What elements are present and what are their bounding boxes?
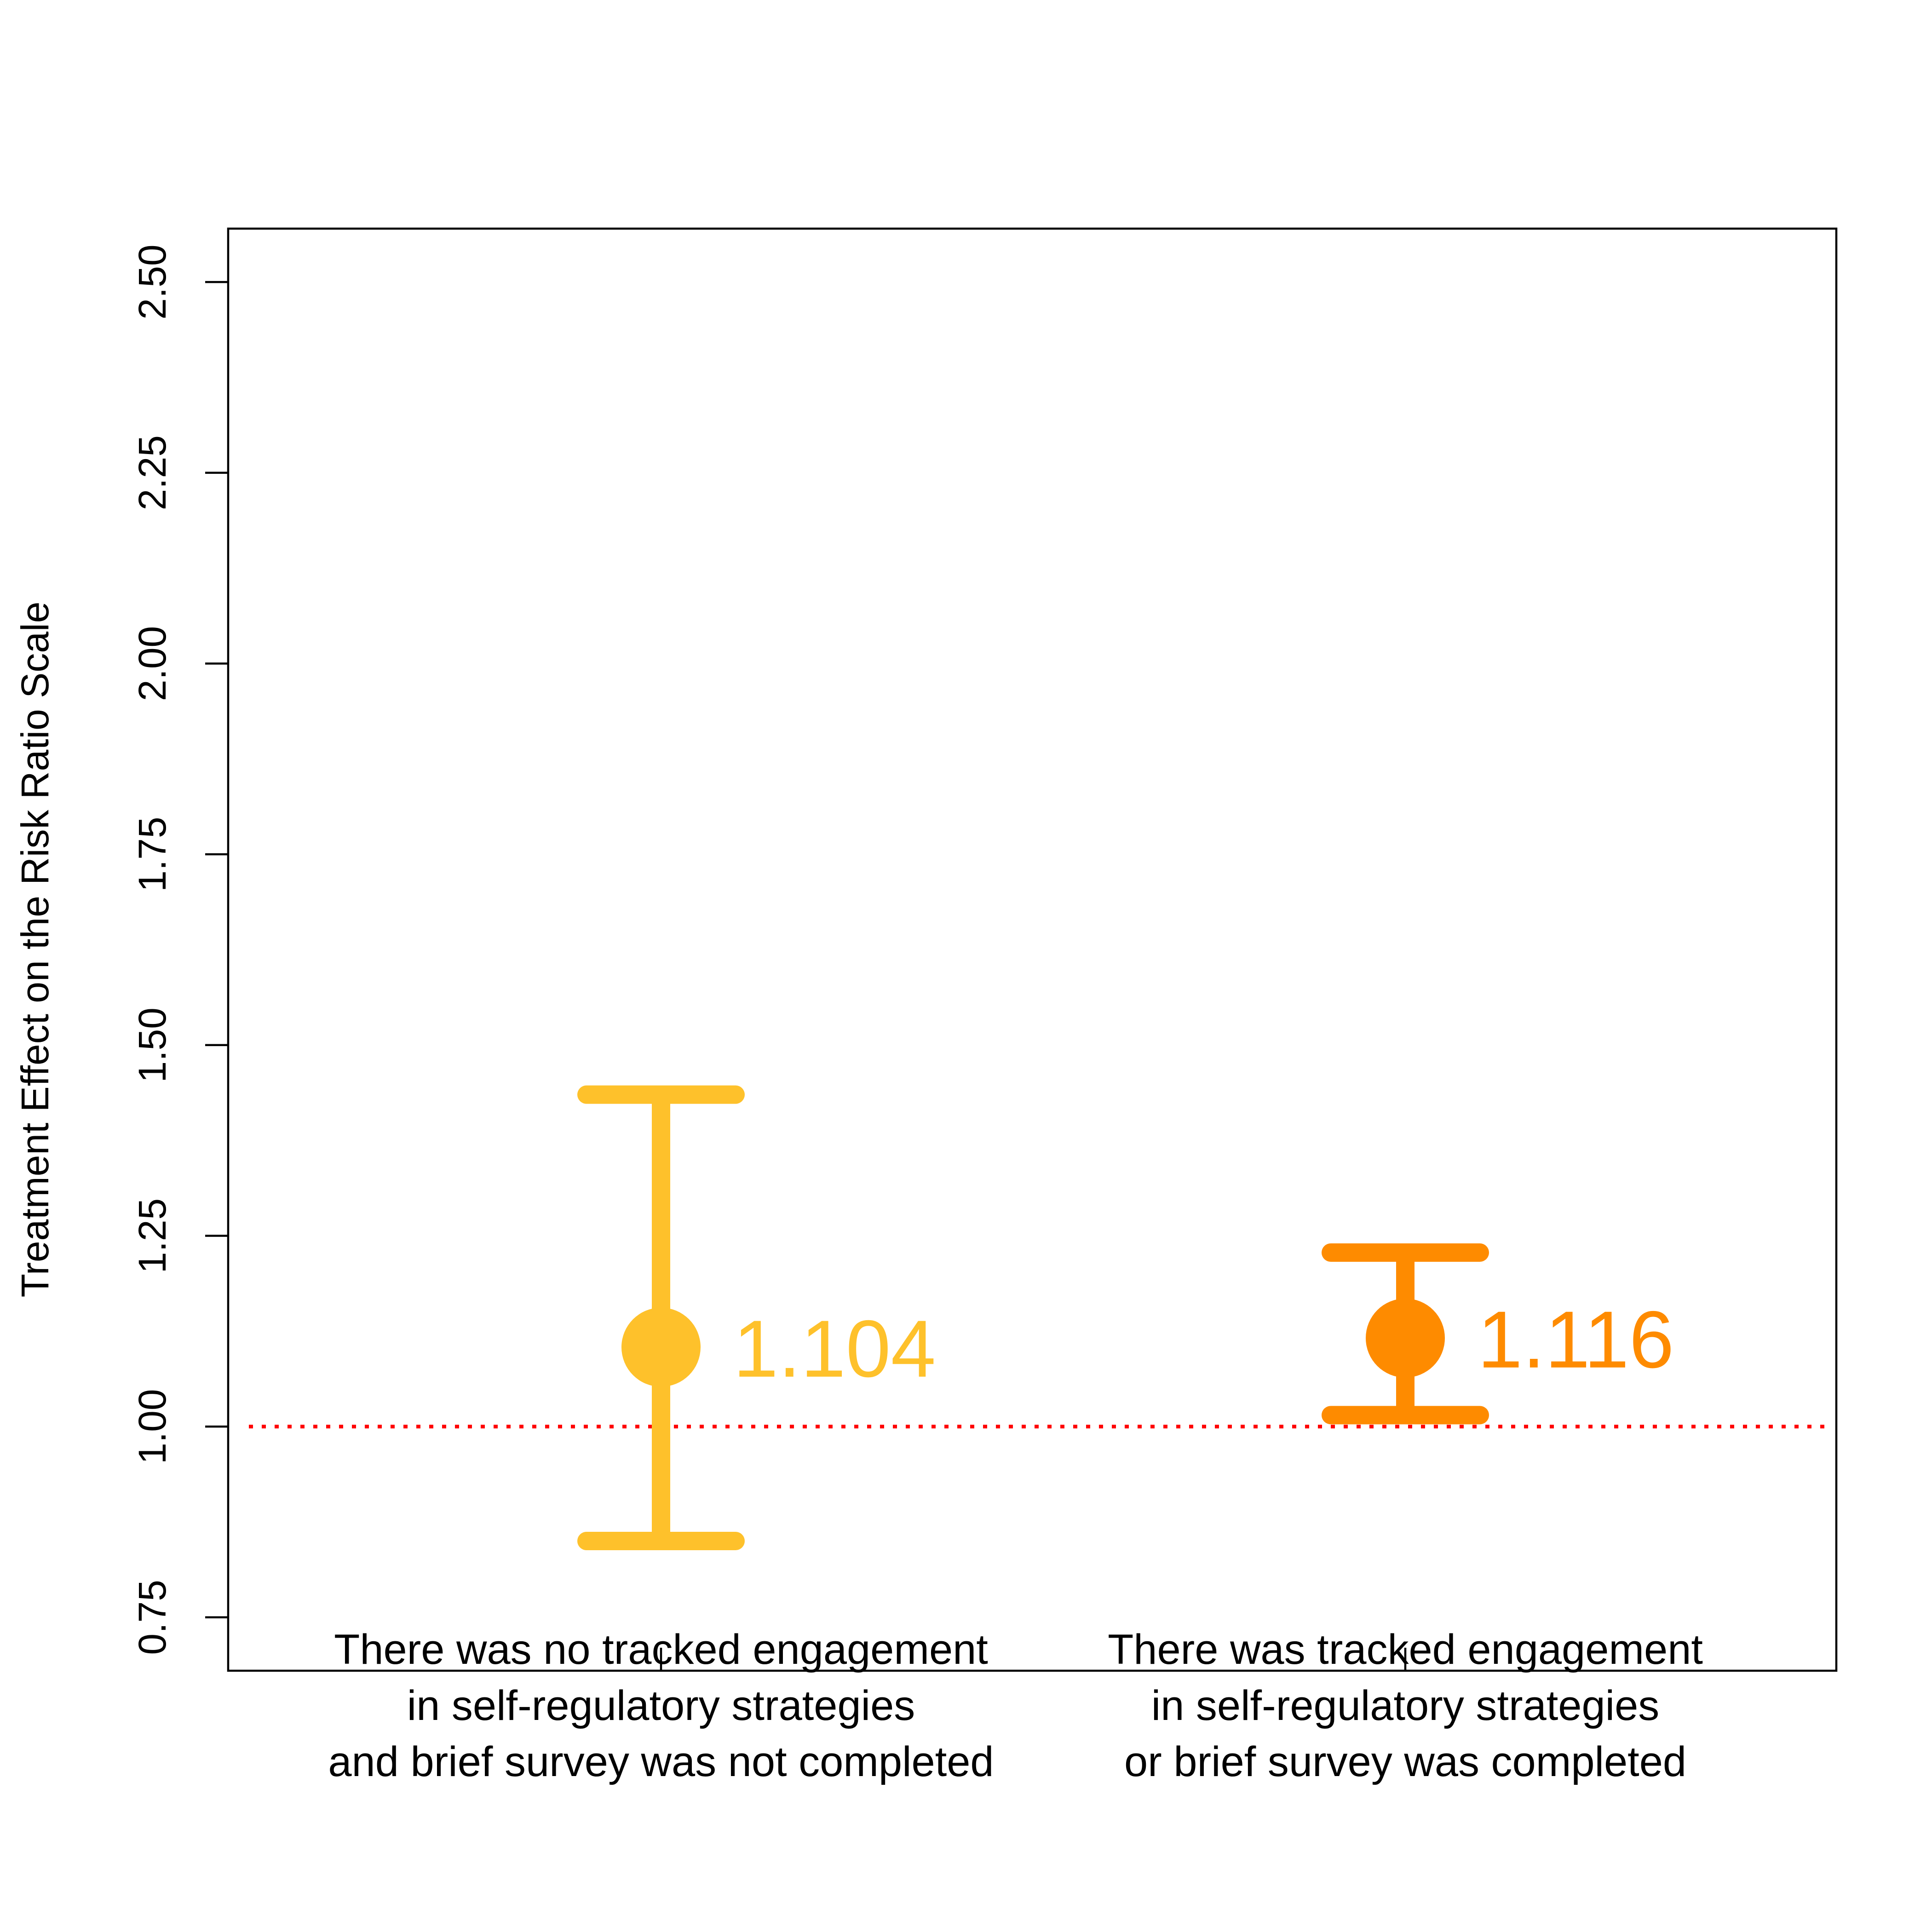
point-estimate (621, 1307, 701, 1387)
y-tick-label: 1.75 (131, 816, 174, 892)
category-label-line: and brief survey was not completed (328, 1738, 994, 1785)
y-tick-label: 1.00 (131, 1389, 174, 1464)
y-tick-label: 1.50 (131, 1007, 174, 1083)
series-group: 1.104 1.116 (577, 1085, 1674, 1551)
y-tick-label: 2.50 (131, 244, 174, 320)
y-axis: 0.75 1.00 1.25 1.50 1.75 2.00 2.25 2.50 (131, 244, 228, 1655)
y-tick-label: 1.25 (131, 1198, 174, 1274)
estimate-label: 1.116 (1478, 1295, 1674, 1385)
y-tick-label: 2.00 (131, 626, 174, 702)
point-estimate (1366, 1298, 1445, 1378)
category-label-line: There was no tracked engagement (334, 1626, 988, 1673)
category-label-line: or brief survey was completed (1124, 1738, 1686, 1785)
y-tick-label: 0.75 (131, 1580, 174, 1655)
category-label-line: in self-regulatory strategies (407, 1682, 915, 1729)
plot-frame (227, 227, 1838, 1672)
category-label-line: There was tracked engagement (1108, 1626, 1703, 1673)
y-tick-label: 2.25 (131, 435, 174, 511)
estimate-label: 1.104 (733, 1304, 936, 1394)
y-axis-title: Treatment Effect on the Risk Ratio Scale (13, 602, 57, 1298)
category-label-line: in self-regulatory strategies (1151, 1682, 1660, 1729)
category-labels: There was no tracked engagement in self-r… (328, 1626, 1703, 1785)
